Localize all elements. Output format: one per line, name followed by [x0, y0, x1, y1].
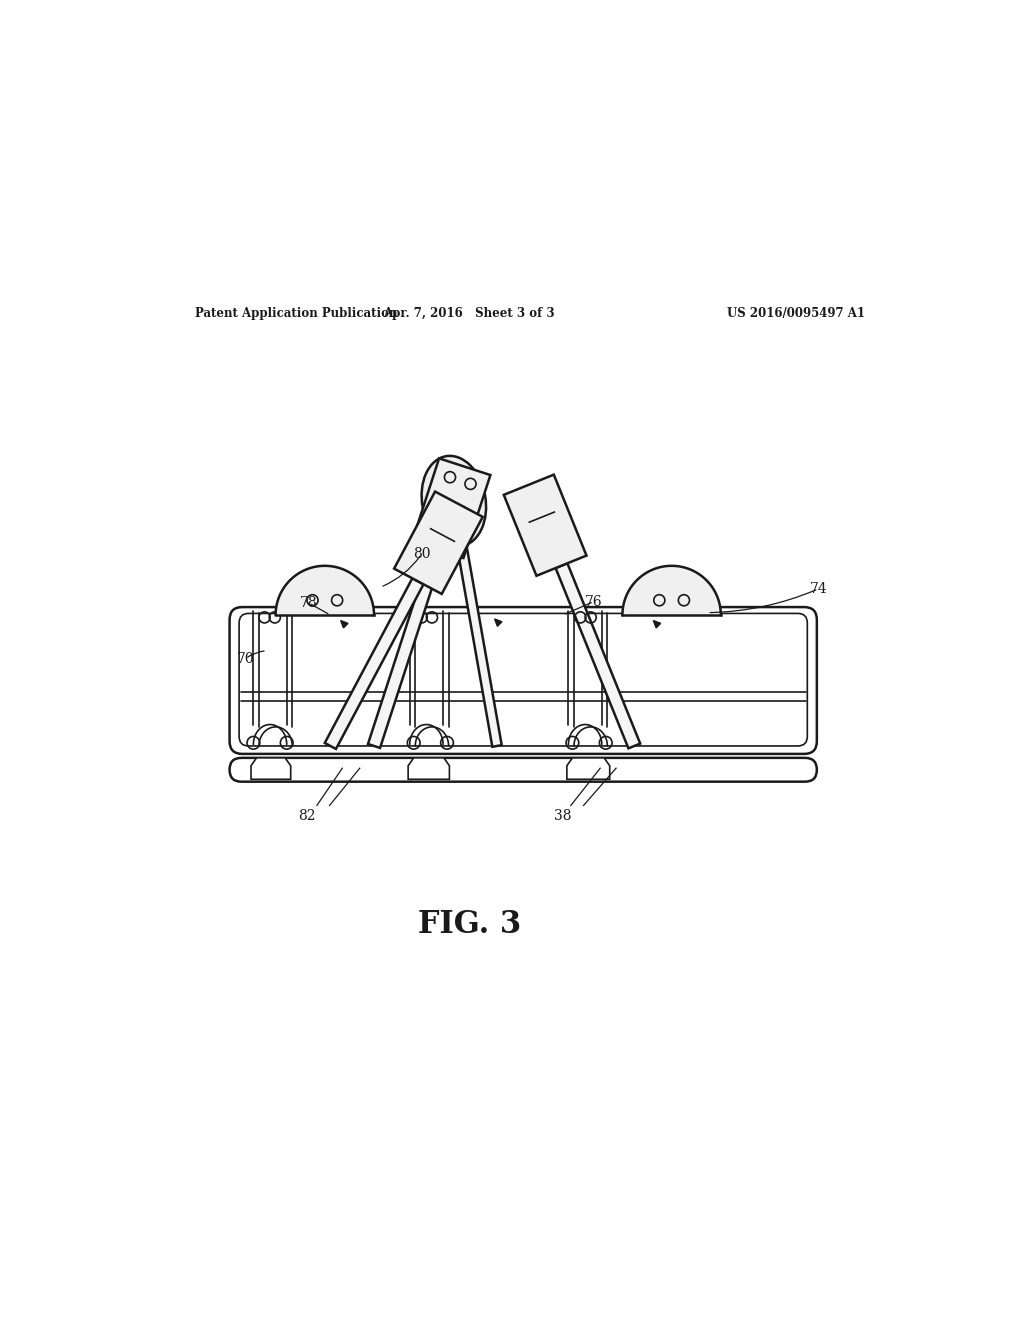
Polygon shape — [495, 619, 502, 626]
Text: 80: 80 — [413, 546, 430, 561]
Polygon shape — [341, 620, 348, 628]
Text: FIG. 3: FIG. 3 — [418, 909, 521, 940]
Polygon shape — [623, 566, 721, 615]
Polygon shape — [412, 458, 490, 558]
FancyBboxPatch shape — [229, 758, 817, 781]
Polygon shape — [251, 758, 291, 779]
Polygon shape — [368, 548, 443, 748]
Polygon shape — [325, 578, 424, 748]
Polygon shape — [504, 475, 587, 576]
Polygon shape — [394, 491, 482, 594]
Polygon shape — [409, 758, 450, 779]
Text: 78: 78 — [300, 597, 317, 610]
Polygon shape — [458, 549, 502, 747]
Text: 70: 70 — [237, 652, 254, 665]
FancyBboxPatch shape — [229, 607, 817, 754]
Polygon shape — [275, 566, 374, 615]
Text: Apr. 7, 2016   Sheet 3 of 3: Apr. 7, 2016 Sheet 3 of 3 — [383, 308, 555, 319]
FancyBboxPatch shape — [240, 614, 807, 746]
Text: 74: 74 — [810, 582, 827, 595]
Ellipse shape — [422, 455, 486, 546]
Text: US 2016/0095497 A1: US 2016/0095497 A1 — [727, 308, 865, 319]
Polygon shape — [653, 620, 660, 628]
Text: Patent Application Publication: Patent Application Publication — [196, 308, 398, 319]
Polygon shape — [556, 564, 640, 748]
Text: 82: 82 — [299, 809, 316, 822]
Text: 38: 38 — [554, 809, 571, 822]
Text: 76: 76 — [585, 594, 603, 609]
Polygon shape — [567, 758, 609, 779]
